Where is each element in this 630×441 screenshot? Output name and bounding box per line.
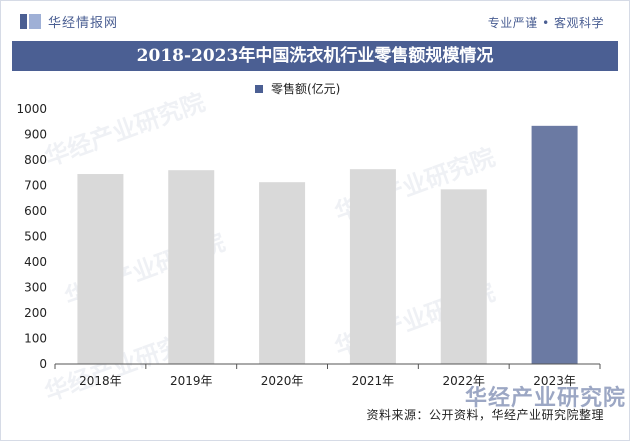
source-note: 资料来源：公开资料，华经产业研究院整理: [366, 408, 604, 422]
brand-name: 华经情报网: [48, 16, 119, 31]
x-tick-label: 2019年: [170, 374, 213, 388]
watermark-logo: 华经产业研究院: [465, 386, 627, 411]
legend-swatch: [255, 84, 263, 93]
brand: 华经情报网: [20, 12, 118, 31]
bar: [168, 170, 215, 364]
y-tick-label: 1000: [16, 102, 47, 116]
bar: [259, 182, 306, 364]
bar: [531, 125, 578, 364]
x-tick-label: 2023年: [533, 374, 576, 388]
y-tick-label: 300: [24, 281, 47, 295]
y-tick-label: 400: [24, 255, 47, 269]
x-tick-label: 2020年: [261, 374, 304, 388]
y-tick-label: 600: [24, 204, 47, 218]
x-tick-label: 2022年: [442, 374, 485, 388]
x-axis: 2018年 2019年 2020年 2021年 2022年 2023年: [54, 364, 601, 388]
x-tick-label: 2018年: [79, 374, 122, 388]
slogan: 专业严谨 • 客观科学: [487, 16, 604, 30]
y-tick-label: 500: [24, 230, 47, 244]
y-tick-label: 0: [39, 357, 47, 371]
legend: 零售额(亿元): [255, 80, 340, 97]
y-tick-label: 100: [24, 332, 47, 346]
bars: [77, 125, 578, 364]
bar: [440, 189, 487, 364]
x-tick-label: 2021年: [352, 374, 395, 388]
y-axis: 0 100 200 300 400 500 600 700 800 900 1000: [16, 102, 47, 371]
bar: [77, 174, 124, 364]
chart-title: 2018-2023年中国洗衣机行业零售额规模情况: [12, 41, 618, 71]
brand-logo-icon: [20, 14, 42, 29]
legend-label: 零售额(亿元): [271, 82, 341, 96]
y-tick-label: 900: [24, 128, 47, 142]
y-tick-label: 800: [24, 153, 47, 167]
y-tick-label: 700: [24, 179, 47, 193]
bar: [349, 169, 396, 364]
top-bar: 华经情报网 专业严谨 • 客观科学: [0, 0, 630, 40]
y-tick-label: 200: [24, 306, 47, 320]
